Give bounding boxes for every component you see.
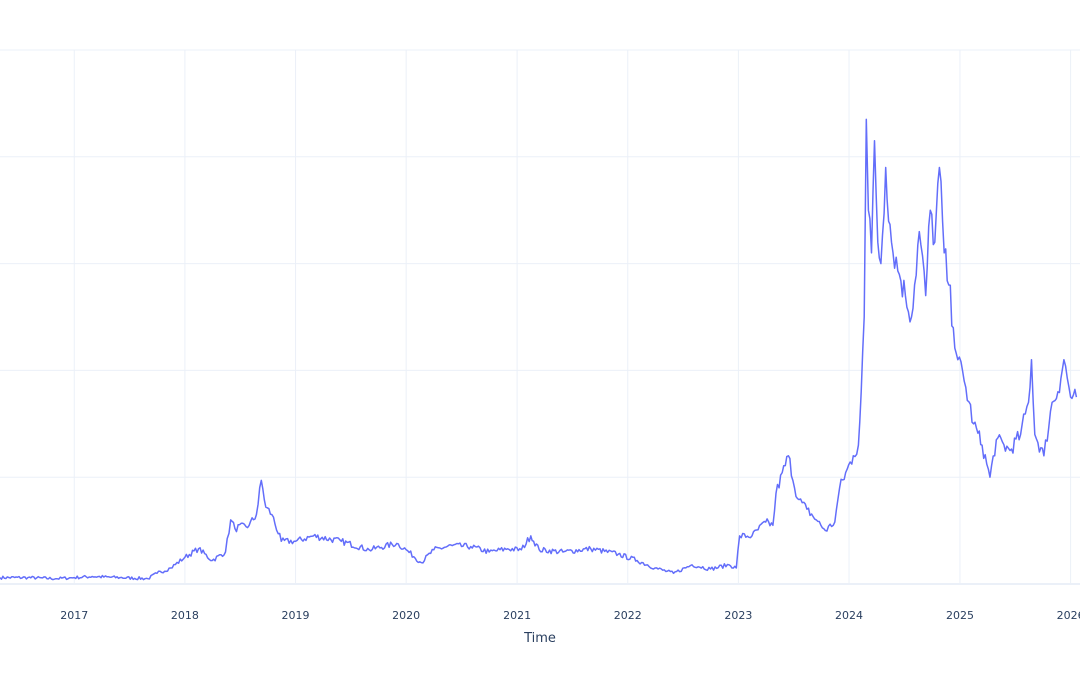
x-tick-label: 2024 [835, 609, 863, 622]
x-tick-label: 2018 [171, 609, 199, 622]
x-tick-label: 2020 [392, 609, 420, 622]
series-line [0, 118, 1078, 581]
x-tick-labels: 2017 2018 2019 2020 2021 2022 2023 2024 2025 2026 [60, 609, 1080, 622]
x-tick-label: 2021 [503, 609, 531, 622]
x-tick-label: 2025 [946, 609, 974, 622]
series-layer [0, 118, 1078, 581]
x-tick-label: 2019 [282, 609, 310, 622]
x-tick-label: 2023 [724, 609, 752, 622]
x-tick-label: 2022 [614, 609, 642, 622]
x-axis-title: Time [523, 631, 556, 646]
x-tick-label: 2017 [60, 609, 88, 622]
gridlines [0, 49, 1080, 585]
x-tick-label: 2026 [1057, 609, 1080, 622]
